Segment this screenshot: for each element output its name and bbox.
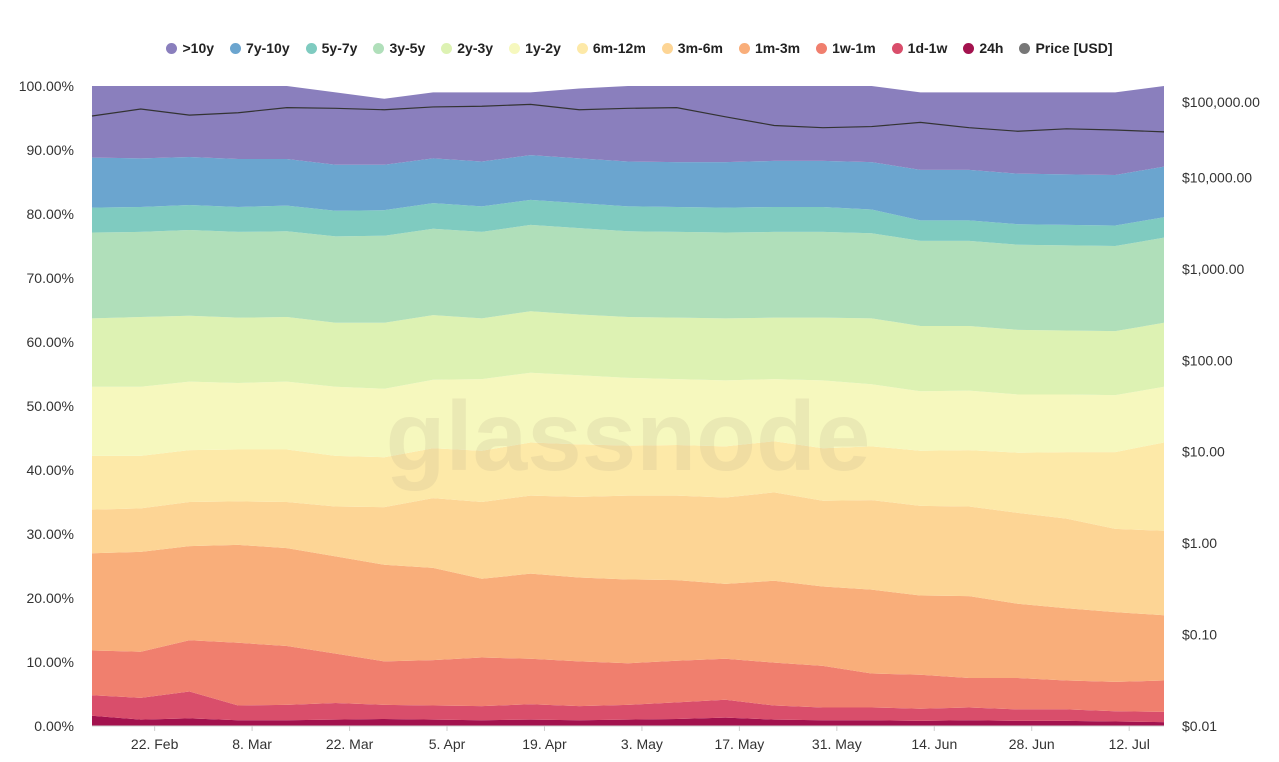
legend-dot-icon	[509, 42, 521, 54]
x-tick-label: 8. Mar	[232, 736, 272, 752]
legend-label: 3y-5y	[389, 40, 426, 56]
legend-dot-icon	[738, 42, 750, 54]
legend-label: 1w-1m	[832, 40, 876, 56]
right-y-tick-label: $10,000.00	[1182, 169, 1252, 185]
legend-label: Price [USD]	[1035, 40, 1113, 56]
x-tick-label: 12. Jul	[1109, 736, 1150, 752]
price-layer	[91, 103, 1165, 133]
area-1d-1w	[92, 691, 1164, 723]
legend-label: 1d-1w	[907, 40, 948, 56]
legend-item-3y-5y[interactable]: 3y-5y	[373, 40, 425, 56]
legend-dot-icon	[816, 42, 828, 54]
right-y-tick-label: $100.00	[1182, 352, 1233, 368]
left-y-tick-label: 50.00%	[27, 398, 74, 414]
x-tick-label: 19. Apr	[522, 736, 567, 752]
legend-item-1w-1m[interactable]: 1w-1m	[816, 40, 876, 56]
legend-dot-icon	[441, 42, 453, 54]
legend-item-gt10y[interactable]: >10y	[166, 40, 214, 56]
legend-label: 2y-3y	[457, 40, 494, 56]
legend-label: 7y-10y	[246, 40, 290, 56]
legend-dot-icon	[1019, 42, 1031, 54]
left-y-tick-label: 80.00%	[27, 206, 74, 222]
x-tick-label: 17. May	[714, 736, 764, 752]
right-y-tick-label: $0.01	[1182, 718, 1217, 734]
area-1w-1m	[92, 640, 1164, 712]
right-y-tick-label: $0.10	[1182, 627, 1217, 643]
x-tick-label: 31. May	[812, 736, 862, 752]
legend-dot-icon	[305, 42, 317, 54]
legend-dot-icon	[230, 42, 242, 54]
legend-item-1d-1w[interactable]: 1d-1w	[891, 40, 948, 56]
legend-label: 1y-2y	[525, 40, 561, 56]
legend-item-24h[interactable]: 24h	[963, 40, 1003, 56]
x-tick-label: 22. Mar	[326, 736, 374, 752]
legend-item-1m-3m[interactable]: 1m-3m	[738, 40, 801, 56]
right-y-tick-label: $10.00	[1182, 444, 1225, 460]
x-tick-label: 22. Feb	[131, 736, 179, 752]
legend: >10y 7y-10y 5y-7y 3y-5y 2y-3y 1y-2y 6m-12m 3m-6…	[0, 40, 1279, 56]
legend-item-1y-2y[interactable]: 1y-2y	[509, 40, 561, 56]
left-y-tick-label: 20.00%	[27, 590, 74, 606]
area-2y-3y	[92, 311, 1164, 396]
x-tick-label: 5. Apr	[429, 736, 466, 752]
area-1m-3m	[92, 544, 1164, 682]
left-y-tick-label: 30.00%	[27, 526, 74, 542]
area-1y-2y	[92, 372, 1164, 458]
left-y-tick-label: 70.00%	[27, 270, 74, 286]
x-tick-label: 28. Jun	[1009, 736, 1055, 752]
left-y-tick-label: 90.00%	[27, 142, 74, 158]
right-y-tick-label: $1,000.00	[1182, 261, 1244, 277]
legend-dot-icon	[576, 42, 588, 54]
legend-item-price-usd[interactable]: Price [USD]	[1019, 40, 1113, 56]
area-3y-5y	[92, 224, 1164, 332]
legend-label: 5y-7y	[321, 40, 358, 56]
x-tick-label: 3. May	[621, 736, 663, 752]
left-y-tick-label: 60.00%	[27, 334, 74, 350]
legend-item-5y-7y[interactable]: 5y-7y	[305, 40, 358, 56]
legend-item-2y-3y[interactable]: 2y-3y	[441, 40, 493, 56]
left-y-axis: 0.00% 10.00% 20.00% 30.00% 40.00% 50.00% 60.00…	[19, 78, 74, 734]
legend-label: 3m-6m	[677, 40, 723, 56]
legend-label: 6m-12m	[592, 40, 646, 56]
legend-label: 1m-3m	[754, 40, 801, 56]
right-y-tick-label: $100,000.00	[1182, 94, 1260, 110]
legend-label: 24h	[979, 40, 1004, 56]
left-y-tick-label: 10.00%	[27, 654, 74, 670]
left-y-tick-label: 40.00%	[27, 462, 74, 478]
legend-item-7y-10y[interactable]: 7y-10y	[230, 40, 290, 56]
legend-dot-icon	[891, 42, 903, 54]
area-5y-7y	[92, 199, 1164, 246]
legend-dot-icon	[373, 42, 385, 54]
legend-item-3m-6m[interactable]: 3m-6m	[661, 40, 723, 56]
legend-label: >10y	[182, 40, 215, 56]
area-7y-10y	[92, 155, 1164, 226]
legend-dot-icon	[661, 42, 673, 54]
x-axis: 22. Feb 8. Mar 22. Mar 5. Apr 19. Apr 3. May 1…	[92, 725, 1164, 752]
watermark: glassnode	[386, 381, 871, 491]
area-layers	[92, 86, 1164, 726]
legend-dot-icon	[963, 42, 975, 54]
area-gt10y	[92, 86, 1164, 175]
right-y-axis: $0.01 $0.10 $1.00 $10.00 $100.00 $1,000.00 $10…	[1182, 94, 1260, 734]
area-3m-6m	[92, 492, 1164, 616]
legend-dot-icon	[166, 42, 178, 54]
right-y-tick-label: $1.00	[1182, 535, 1217, 551]
area-6m-12m	[92, 441, 1164, 531]
area-24h	[92, 715, 1164, 726]
x-tick-label: 14. Jun	[911, 736, 957, 752]
price-line	[91, 103, 1165, 133]
left-y-tick-label: 0.00%	[34, 718, 74, 734]
legend-item-6m-12m[interactable]: 6m-12m	[576, 40, 646, 56]
left-y-tick-label: 100.00%	[19, 78, 74, 94]
